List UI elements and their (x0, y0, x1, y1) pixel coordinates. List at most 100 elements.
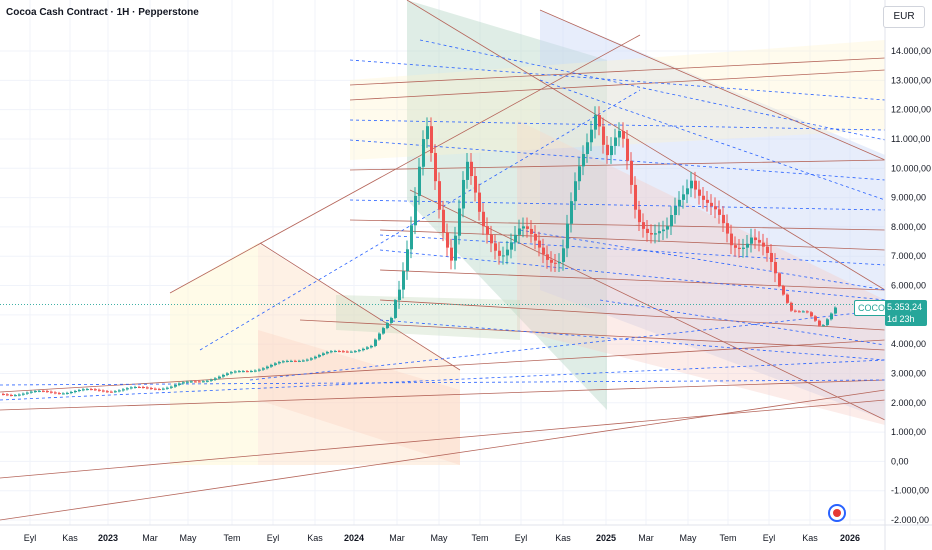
x-tick-label: 2025 (596, 533, 616, 543)
candle-body (374, 339, 377, 346)
candle-body (418, 166, 421, 196)
trend-line (0, 379, 886, 411)
candle-body (754, 237, 757, 241)
candle-body (318, 355, 321, 357)
fib-level (539, 79, 886, 201)
x-tick-label: May (179, 533, 197, 543)
candle-body (570, 201, 573, 224)
candle-body (750, 237, 753, 244)
last-price: 5.353,24 (887, 302, 923, 312)
x-tick-label: Kas (802, 533, 818, 543)
candle-body (546, 254, 549, 260)
candle-body (826, 319, 829, 326)
trend-line (379, 269, 886, 291)
candle-body (330, 351, 333, 353)
candle-body (654, 233, 657, 235)
tradingview-logo-icon[interactable] (828, 504, 846, 522)
candle-body (222, 374, 225, 377)
x-tick-label: 2026 (840, 533, 860, 543)
x-tick-label: Tem (471, 533, 488, 543)
candle-body (738, 247, 741, 249)
y-tick-label: 0,00 (891, 456, 909, 466)
candle-body (486, 226, 489, 235)
bar-countdown: 1d 23h (887, 314, 915, 324)
candle-body (530, 228, 533, 234)
candle-body (666, 226, 669, 230)
candle-body (138, 386, 141, 388)
candle-body (806, 311, 809, 313)
candle-body (818, 320, 821, 326)
x-tick-label: Kas (307, 533, 323, 543)
candle-body (454, 235, 457, 261)
candle-body (58, 393, 61, 395)
candle-body (46, 391, 49, 393)
candle-body (158, 389, 161, 391)
candle-body (214, 378, 217, 380)
candle-body (618, 130, 621, 138)
candle-body (726, 223, 729, 234)
candle-body (762, 242, 765, 247)
candle-body (22, 393, 25, 395)
candle-body (810, 312, 813, 317)
candle-body (174, 384, 177, 387)
candle-body (94, 389, 97, 391)
candle-body (370, 345, 373, 348)
candle-body (166, 387, 169, 389)
candle-body (382, 328, 385, 334)
candle-body (642, 222, 645, 229)
candle-body (450, 247, 453, 261)
y-tick-label: 6.000,00 (891, 281, 926, 291)
candle-body (118, 390, 121, 392)
candle-body (210, 379, 213, 381)
candle-body (638, 209, 641, 223)
candle-body (766, 246, 769, 253)
fib-zone (170, 243, 258, 465)
candle-body (270, 364, 273, 367)
candle-body (302, 360, 305, 362)
candle-body (258, 369, 261, 371)
candle-body (622, 130, 625, 139)
candle-body (706, 199, 709, 203)
pitchfork-zone (407, 0, 607, 410)
candle-body (238, 371, 241, 373)
candle-body (134, 386, 137, 388)
pitchfork-zone (517, 120, 885, 425)
candle-body (26, 392, 29, 394)
candle-body (430, 126, 433, 153)
candle-body (10, 394, 13, 396)
y-tick-label: -2.000,00 (891, 515, 929, 525)
fib-level (349, 119, 886, 131)
candle-body (634, 184, 637, 210)
candle-body (190, 381, 193, 383)
candle-body (742, 247, 745, 249)
candle-body (522, 226, 525, 229)
candle-body (254, 370, 257, 372)
x-tick-label: Kas (555, 533, 571, 543)
candle-body (518, 228, 521, 235)
candle-body (426, 126, 429, 140)
candle-body (34, 391, 37, 393)
candle-body (606, 144, 609, 156)
candle-body (246, 371, 249, 373)
trend-line (379, 229, 886, 251)
trend-line (349, 219, 886, 231)
x-tick-label: Eyl (267, 533, 280, 543)
candle-body (114, 391, 117, 393)
trend-line (409, 189, 886, 421)
candle-body (102, 390, 105, 392)
y-tick-label: 8.000,00 (891, 222, 926, 232)
trend-line (299, 319, 886, 351)
currency-selector[interactable]: EUR (883, 6, 925, 28)
candle-body (406, 249, 409, 272)
trend-line (169, 34, 641, 294)
candle-body (662, 229, 665, 232)
candle-body (694, 180, 697, 190)
candle-body (602, 126, 605, 145)
candle-body (434, 152, 437, 182)
candle-body (446, 232, 449, 248)
y-tick-label: -1.000,00 (891, 486, 929, 496)
candle-body (250, 371, 253, 373)
candle-body (82, 389, 85, 391)
candle-body (410, 225, 413, 250)
